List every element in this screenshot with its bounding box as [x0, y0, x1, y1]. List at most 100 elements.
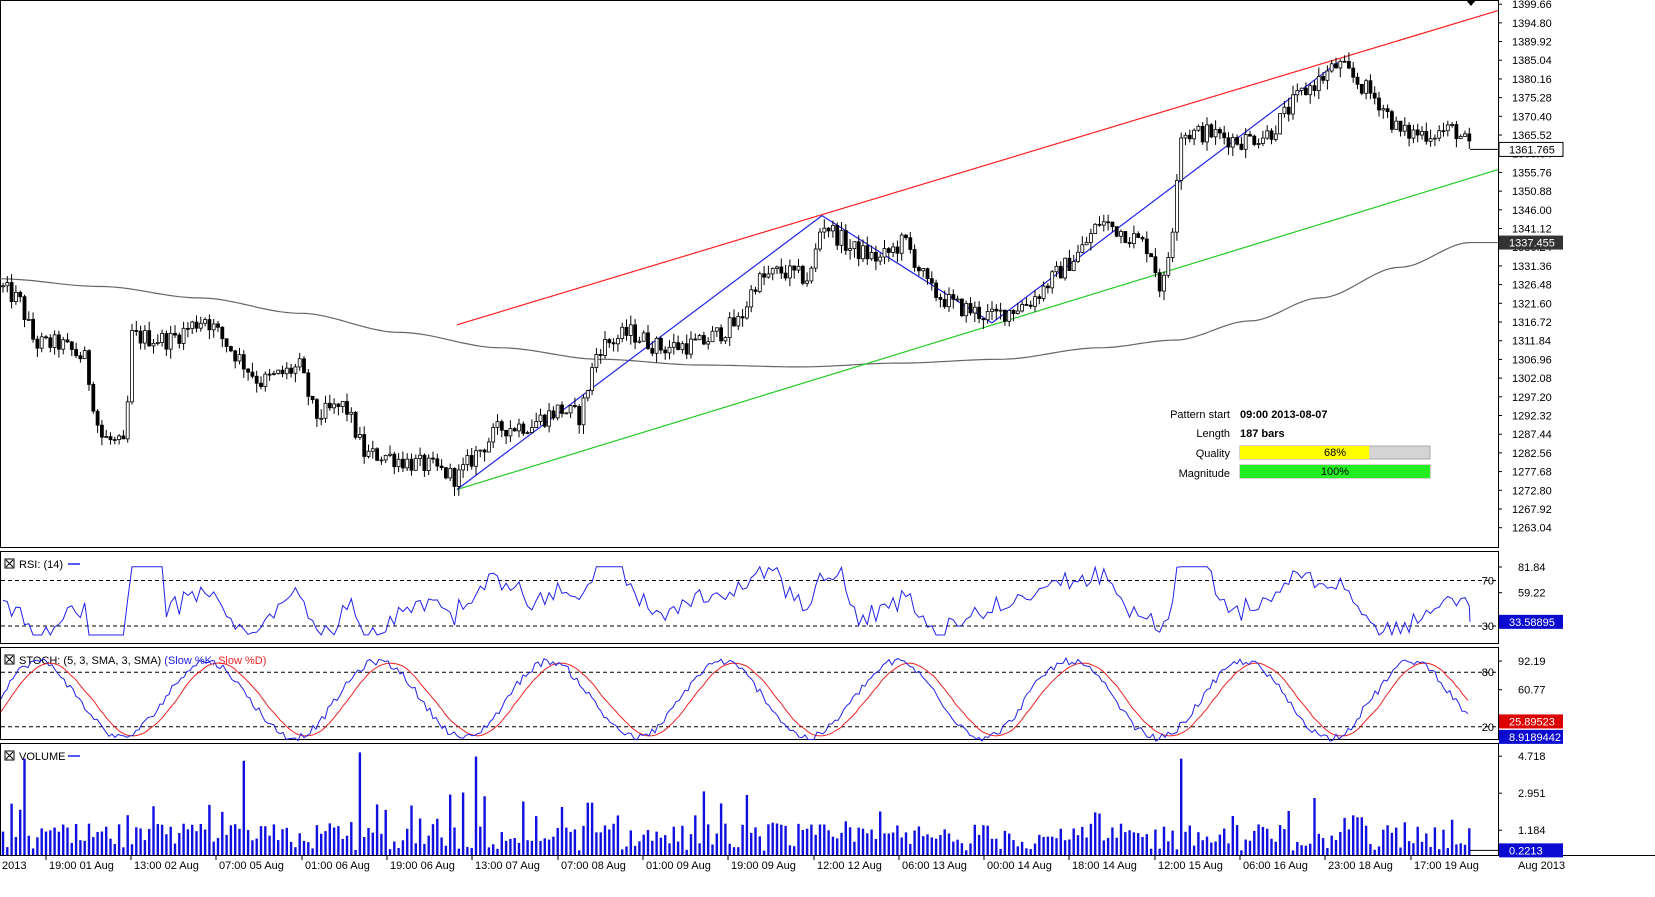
volume-bar [517, 842, 521, 855]
candle-body-down [1368, 80, 1373, 94]
volume-bar [320, 833, 323, 855]
candle-body-down [345, 401, 349, 415]
volume-bar [1373, 849, 1376, 855]
candle [1153, 248, 1158, 278]
volume-bar [861, 828, 865, 855]
candle-body-down [336, 403, 341, 408]
candle [203, 317, 208, 327]
candle [246, 368, 251, 381]
candle-body-down [22, 296, 27, 320]
candle-body-down [865, 245, 870, 260]
candle-body-down [732, 317, 736, 327]
volume-bar [354, 849, 357, 855]
candle-body-up [1101, 221, 1106, 226]
volume-bar [823, 824, 826, 855]
candle [168, 325, 173, 359]
candle [1132, 225, 1136, 249]
candle-body-down [147, 330, 152, 347]
candle-body-up [637, 340, 642, 343]
candle-body-up [405, 458, 410, 469]
candle-body-down [1024, 304, 1029, 306]
candle-body-down [1200, 125, 1205, 143]
volume-bar [788, 845, 792, 855]
candle-body-up [1071, 261, 1076, 271]
volume-bar [1317, 833, 1320, 855]
volume-bar [1201, 840, 1204, 855]
candle [912, 244, 917, 272]
volume-bar [410, 805, 413, 855]
candle-body-down [1321, 76, 1325, 81]
candle-body-down [233, 350, 238, 362]
volume-bar [582, 825, 585, 855]
candle [899, 232, 904, 261]
candle-body-up [749, 289, 754, 308]
candle-body-up [525, 432, 530, 434]
candle [1149, 252, 1153, 258]
candle-body-down [35, 338, 40, 349]
candle-body-up [985, 311, 990, 321]
magnitude-label: Magnitude [1179, 468, 1230, 480]
candle-body-up [1273, 133, 1278, 140]
time-tick-label: 00:00 14 Aug [987, 860, 1052, 872]
candle [388, 445, 392, 458]
time-tick-label: 13:00 02 Aug [134, 860, 199, 872]
candle [439, 459, 444, 471]
candle-body-down [1058, 265, 1063, 279]
candle [52, 330, 57, 355]
candle-body-up [1308, 85, 1313, 96]
ma-value-label: 1337.455 [1509, 238, 1555, 250]
price-tick-label: 1297.20 [1512, 392, 1552, 404]
volume-bar [1119, 823, 1123, 855]
candle [211, 318, 216, 338]
ma-value-box [1499, 235, 1563, 250]
volume-bar [165, 834, 168, 855]
volume-bar [608, 829, 611, 855]
volume-bar [242, 760, 245, 855]
candle-body-down [375, 448, 380, 461]
volume-bar [186, 829, 190, 855]
candle-body-up [82, 350, 87, 360]
volume-bar [1184, 831, 1187, 855]
candle-body-down [800, 265, 805, 284]
volume-bar [1137, 833, 1140, 855]
candle [762, 266, 766, 286]
candle [1, 282, 5, 293]
candle [968, 297, 973, 316]
candle [542, 413, 547, 429]
candle [375, 447, 380, 462]
candle-body-up [1364, 80, 1368, 94]
moving-average-line [0, 242, 1471, 368]
candle [1196, 124, 1201, 132]
candle [314, 397, 319, 427]
candle-body-up [805, 280, 809, 284]
candle-body-up [861, 245, 865, 260]
volume-bar [117, 824, 121, 855]
rsi-last-box [1499, 614, 1563, 629]
candle [130, 323, 134, 405]
candle [495, 414, 500, 435]
candle-body-down [48, 337, 53, 348]
candle-body-up [323, 402, 328, 419]
candle [478, 449, 483, 458]
candle-body-up [1445, 124, 1450, 132]
candle-body-up [1261, 137, 1265, 144]
volume-bar [1158, 848, 1161, 855]
candle-body-up [366, 450, 371, 457]
candle [357, 426, 362, 440]
volume-bar [1085, 837, 1088, 855]
candle [1407, 122, 1411, 147]
candle-body-up [26, 318, 31, 321]
candle-body-down [327, 402, 332, 409]
candle [164, 330, 169, 356]
candle [1390, 109, 1394, 133]
volume-bar [879, 811, 882, 855]
time-tick-label: 2013 [2, 860, 26, 872]
candle-body-down [624, 326, 629, 336]
candle [392, 451, 397, 475]
volume-bar [53, 827, 56, 855]
candle [327, 394, 332, 411]
candle-body-down [542, 414, 547, 427]
candle [289, 364, 294, 378]
candle [1067, 249, 1072, 271]
candle [620, 322, 625, 343]
